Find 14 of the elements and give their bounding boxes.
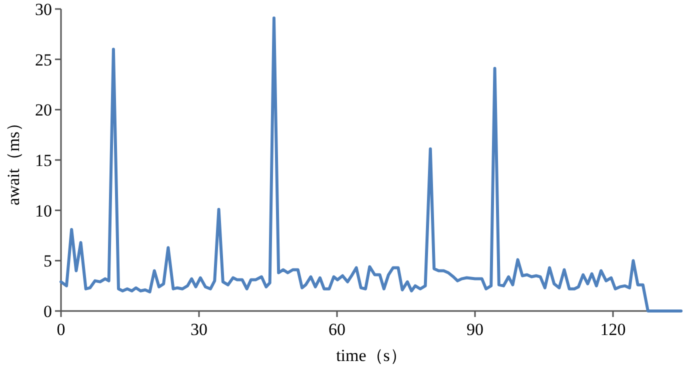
x-tick-label: 120 [600, 320, 626, 339]
y-tick-label: 15 [35, 151, 52, 170]
y-axis-title: await（ms） [4, 114, 23, 206]
y-tick-label: 30 [35, 0, 52, 19]
y-tick-label: 20 [35, 100, 52, 120]
x-tick-label: 90 [466, 320, 484, 339]
y-tick-label: 25 [35, 50, 52, 70]
x-tick-label: 0 [56, 320, 66, 339]
x-tick-label: 30 [190, 320, 208, 339]
y-tick-label: 0 [44, 302, 52, 321]
x-axis-title: time（s） [336, 346, 407, 365]
y-tick-label: 10 [35, 201, 52, 220]
y-tick-label: 5 [44, 252, 52, 271]
x-tick-label: 60 [328, 320, 346, 339]
